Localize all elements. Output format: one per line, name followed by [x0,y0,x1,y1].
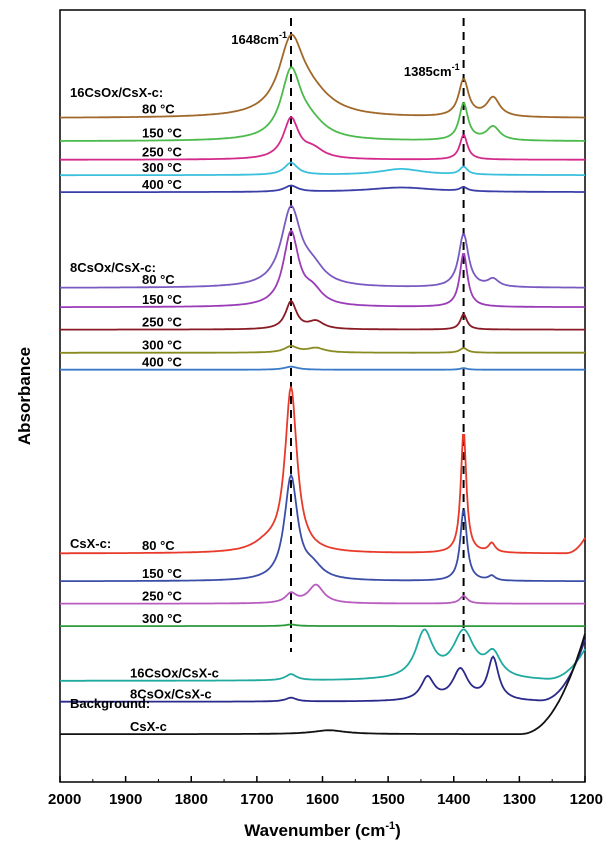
series-line [60,639,586,703]
series-line [60,386,586,555]
series-label: 250 °C [142,589,183,604]
series-line [60,472,585,582]
series-label: 16CsOx/CsX-c [130,666,219,681]
x-tick-label: 1400 [437,791,470,808]
series-line [60,161,585,177]
series-label: 150 °C [142,125,183,140]
group-label: CsX-c: [70,536,111,551]
series-label: 80 °C [142,272,175,287]
x-tick-label: 1300 [503,791,536,808]
series-label: 150 °C [142,566,183,581]
series-label: 400 °C [142,355,183,370]
series-line [60,623,585,627]
series-line [60,583,585,605]
group-label: 8CsOx/CsX-c: [70,260,156,275]
series-line [60,633,586,735]
x-tick-label: 1800 [175,791,208,808]
series-label: 300 °C [142,338,183,353]
x-tick-label: 1600 [306,791,339,808]
series-line [60,116,585,161]
axis-layer: 2000 1900 1800 1700 1600 1500 1400 1300 1200 Wave… [15,347,603,840]
series-label: 250 °C [142,315,183,330]
series-label: 300 °C [142,160,183,175]
series-line [60,299,585,331]
group-label: Background: [70,696,150,711]
series-label: 8CsOx/CsX-c [130,687,212,702]
series-line [60,184,585,193]
series-label: CsX-c [130,719,167,734]
series-line [60,66,585,142]
reference-lines [290,18,465,652]
series-line [60,344,585,354]
reference-line-label: 1648cm-1 [231,30,287,47]
series-line [60,628,586,682]
series-line [60,365,585,371]
series-label: 150 °C [142,292,183,307]
series-label: 250 °C [142,145,183,160]
series-line [60,33,585,119]
y-axis-title: Absorbance [15,347,34,445]
label-layer: 1648cm-1 1385cm-1 16CsOx/CsX-c: 80 °C 150 °C… [70,30,460,734]
x-axis-title: Wavenumber (cm-1) [244,820,401,840]
series-label: 80 °C [142,102,175,117]
group-label: 16CsOx/CsX-c: [70,85,163,100]
x-tick-label: 1700 [240,791,273,808]
series-layer [60,33,586,735]
series-line [60,229,585,308]
x-tick-label: 1200 [570,791,603,808]
reference-line-label: 1385cm-1 [404,62,460,79]
x-tick-label: 1500 [371,791,404,808]
series-label: 300 °C [142,611,183,626]
series-line [60,204,585,289]
x-tick-label: 1900 [109,791,142,808]
series-label: 400 °C [142,177,183,192]
x-tick-label: 2000 [48,791,81,808]
series-label: 80 °C [142,538,175,553]
